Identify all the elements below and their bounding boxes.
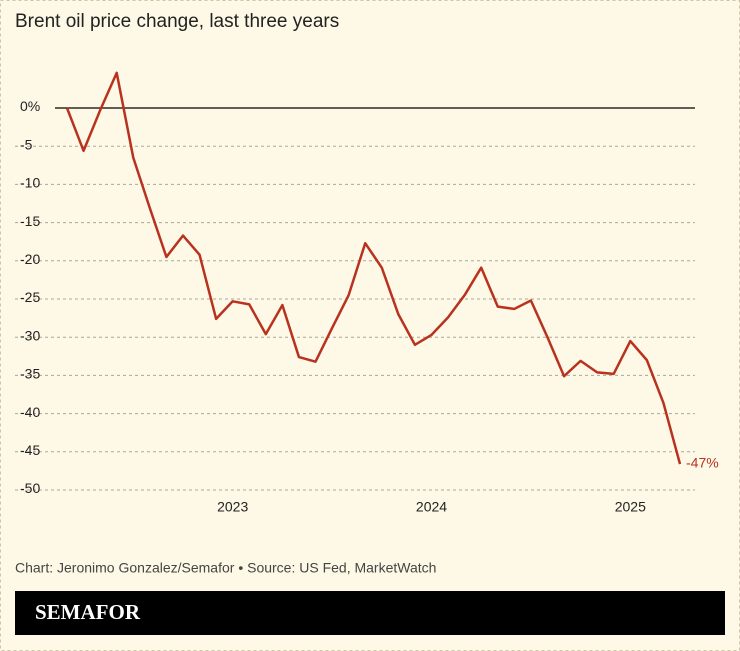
y-tick-label: -45 — [20, 442, 40, 458]
y-tick-label: -50 — [20, 480, 40, 496]
y-tick-label: -5 — [20, 136, 33, 152]
brand-bar — [15, 591, 725, 635]
chart-title: Brent oil price change, last three years — [15, 11, 339, 32]
value-label: -47% — [686, 455, 719, 471]
x-tick-label: 2025 — [615, 499, 646, 515]
x-tick-label: 2023 — [217, 499, 248, 515]
y-tick-label: -40 — [20, 404, 40, 420]
y-tick-label: -20 — [20, 251, 40, 267]
y-tick-label: -30 — [20, 327, 40, 343]
x-tick-label: 2024 — [416, 499, 447, 515]
credit: Chart: Jeronimo Gonzalez/Semafor • Sourc… — [15, 560, 436, 576]
brand: SEMAFOR — [35, 600, 141, 624]
y-tick-label: -35 — [20, 366, 40, 382]
y-tick-label: -15 — [20, 213, 40, 229]
line — [65, 71, 682, 465]
y-tick-label: -10 — [20, 175, 40, 191]
y-tick-label: 0% — [20, 98, 40, 114]
y-tick-label: -25 — [20, 289, 40, 305]
